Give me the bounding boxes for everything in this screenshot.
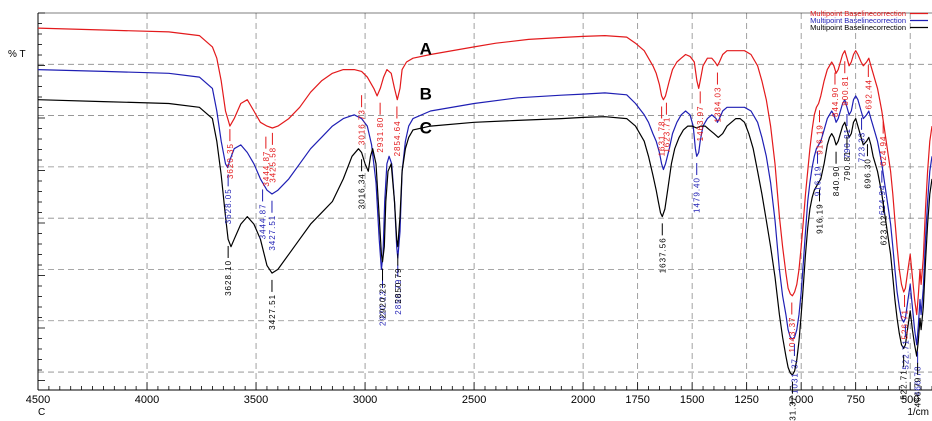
grid bbox=[38, 13, 932, 390]
peak-label: 3620.35 bbox=[226, 143, 235, 179]
peak-label: 1631.78 bbox=[658, 120, 667, 156]
peak-label: 2850.79 bbox=[394, 268, 403, 304]
legend-entry-label: Multipoint Baselinecorrection bbox=[810, 9, 906, 18]
x-tick-label: 4500 bbox=[26, 394, 50, 406]
x-tick-label: 3000 bbox=[353, 394, 377, 406]
x-tick-label: 1500 bbox=[680, 394, 704, 406]
x-tick-label: 4000 bbox=[135, 394, 159, 406]
peak-label: 840.90 bbox=[832, 166, 841, 196]
peak-label: 3444.87 bbox=[262, 151, 271, 187]
legend-entry-label: Multipoint Baselinecorrection bbox=[810, 16, 906, 25]
peak-label: 3016.34 bbox=[358, 173, 367, 209]
peak-label: 2854.64 bbox=[393, 120, 402, 156]
peak-label: 1384.03 bbox=[713, 87, 722, 123]
peak-label: 3444.87 bbox=[259, 203, 268, 239]
peak-label: 522.71 bbox=[900, 369, 909, 399]
x-tick-label: 3500 bbox=[244, 394, 268, 406]
peak-label: 3427.51 bbox=[268, 294, 277, 330]
peak-label: 800.81 bbox=[841, 75, 850, 105]
x-tick-label: 750 bbox=[847, 394, 865, 406]
peak-label: 790.81 bbox=[843, 151, 852, 181]
series-line-a bbox=[37, 27, 932, 316]
peak-label: 2931.80 bbox=[376, 117, 385, 153]
peak-label: 466.79 bbox=[914, 377, 923, 407]
trace-tag-b: B bbox=[420, 85, 432, 104]
trace-tag-group: A BC bbox=[420, 39, 432, 137]
legend: Multipoint BaselinecorrectionMultipoint … bbox=[810, 9, 928, 32]
peak-label: 916.19 bbox=[815, 124, 824, 154]
axes: 4500 4000 3500 3000 2500 2000 1750 1500 1250 1000… bbox=[26, 12, 932, 406]
peak-label: 844.90 bbox=[831, 87, 840, 117]
peak-label: 1623.71 bbox=[662, 117, 671, 153]
peak-label: 623.02 bbox=[879, 215, 888, 245]
peak-label: 624.94 bbox=[878, 185, 887, 215]
peak-label: 3628.10 bbox=[224, 260, 233, 296]
peak-label: 2850.79 bbox=[394, 279, 403, 315]
x-axis-label-left: C bbox=[38, 407, 45, 418]
peak-label: 692.44 bbox=[864, 79, 873, 109]
x-tick-label: 1000 bbox=[789, 394, 813, 406]
peak-label: 624.94 bbox=[879, 136, 888, 166]
peak-label: 916.19 bbox=[814, 166, 823, 196]
peak-label: 1463.97 bbox=[696, 105, 705, 141]
peak-label: 1479.40 bbox=[693, 177, 702, 213]
peak-label: 526.71 bbox=[901, 309, 910, 339]
x-tick-label: 2000 bbox=[571, 394, 595, 406]
x-tick-label: 1750 bbox=[625, 394, 649, 406]
x-axis-label-right: 1/cm bbox=[907, 407, 929, 418]
legend-entry-label: Multipoint Baselinecorrection bbox=[810, 23, 906, 32]
peak-label: 1043.37 bbox=[788, 317, 797, 353]
x-tick-label: 2500 bbox=[462, 394, 486, 406]
peak-label: 2920.23 bbox=[379, 283, 388, 319]
peak-label: 522.71 bbox=[901, 339, 910, 369]
peak-label: 1637.56 bbox=[658, 237, 667, 273]
peak-label: 1031.37 bbox=[790, 358, 799, 394]
peak-label: 466.78 bbox=[914, 366, 923, 396]
peak-label: 3628.05 bbox=[224, 188, 233, 224]
x-tick-label: 1250 bbox=[734, 394, 758, 406]
peak-label: 916.19 bbox=[815, 203, 824, 233]
peak-label: 3016.73 bbox=[358, 109, 367, 145]
trace-tag-c: C bbox=[420, 119, 432, 138]
peak-label: 3425.58 bbox=[268, 147, 277, 183]
peak-label: 723.33 bbox=[858, 132, 867, 162]
peak-label: 696.30 bbox=[863, 158, 872, 188]
trace-tag-a: A bbox=[420, 39, 432, 58]
x-tick-label: 500 bbox=[901, 394, 919, 406]
series-group bbox=[37, 27, 932, 376]
peak-label: 1031.37 bbox=[788, 396, 797, 421]
y-axis-label: % T bbox=[8, 49, 26, 60]
series-line-b bbox=[37, 69, 932, 346]
peak-label: 2920.23 bbox=[379, 290, 388, 326]
peak-label: 3427.51 bbox=[268, 215, 277, 251]
series-line-c bbox=[37, 99, 932, 376]
